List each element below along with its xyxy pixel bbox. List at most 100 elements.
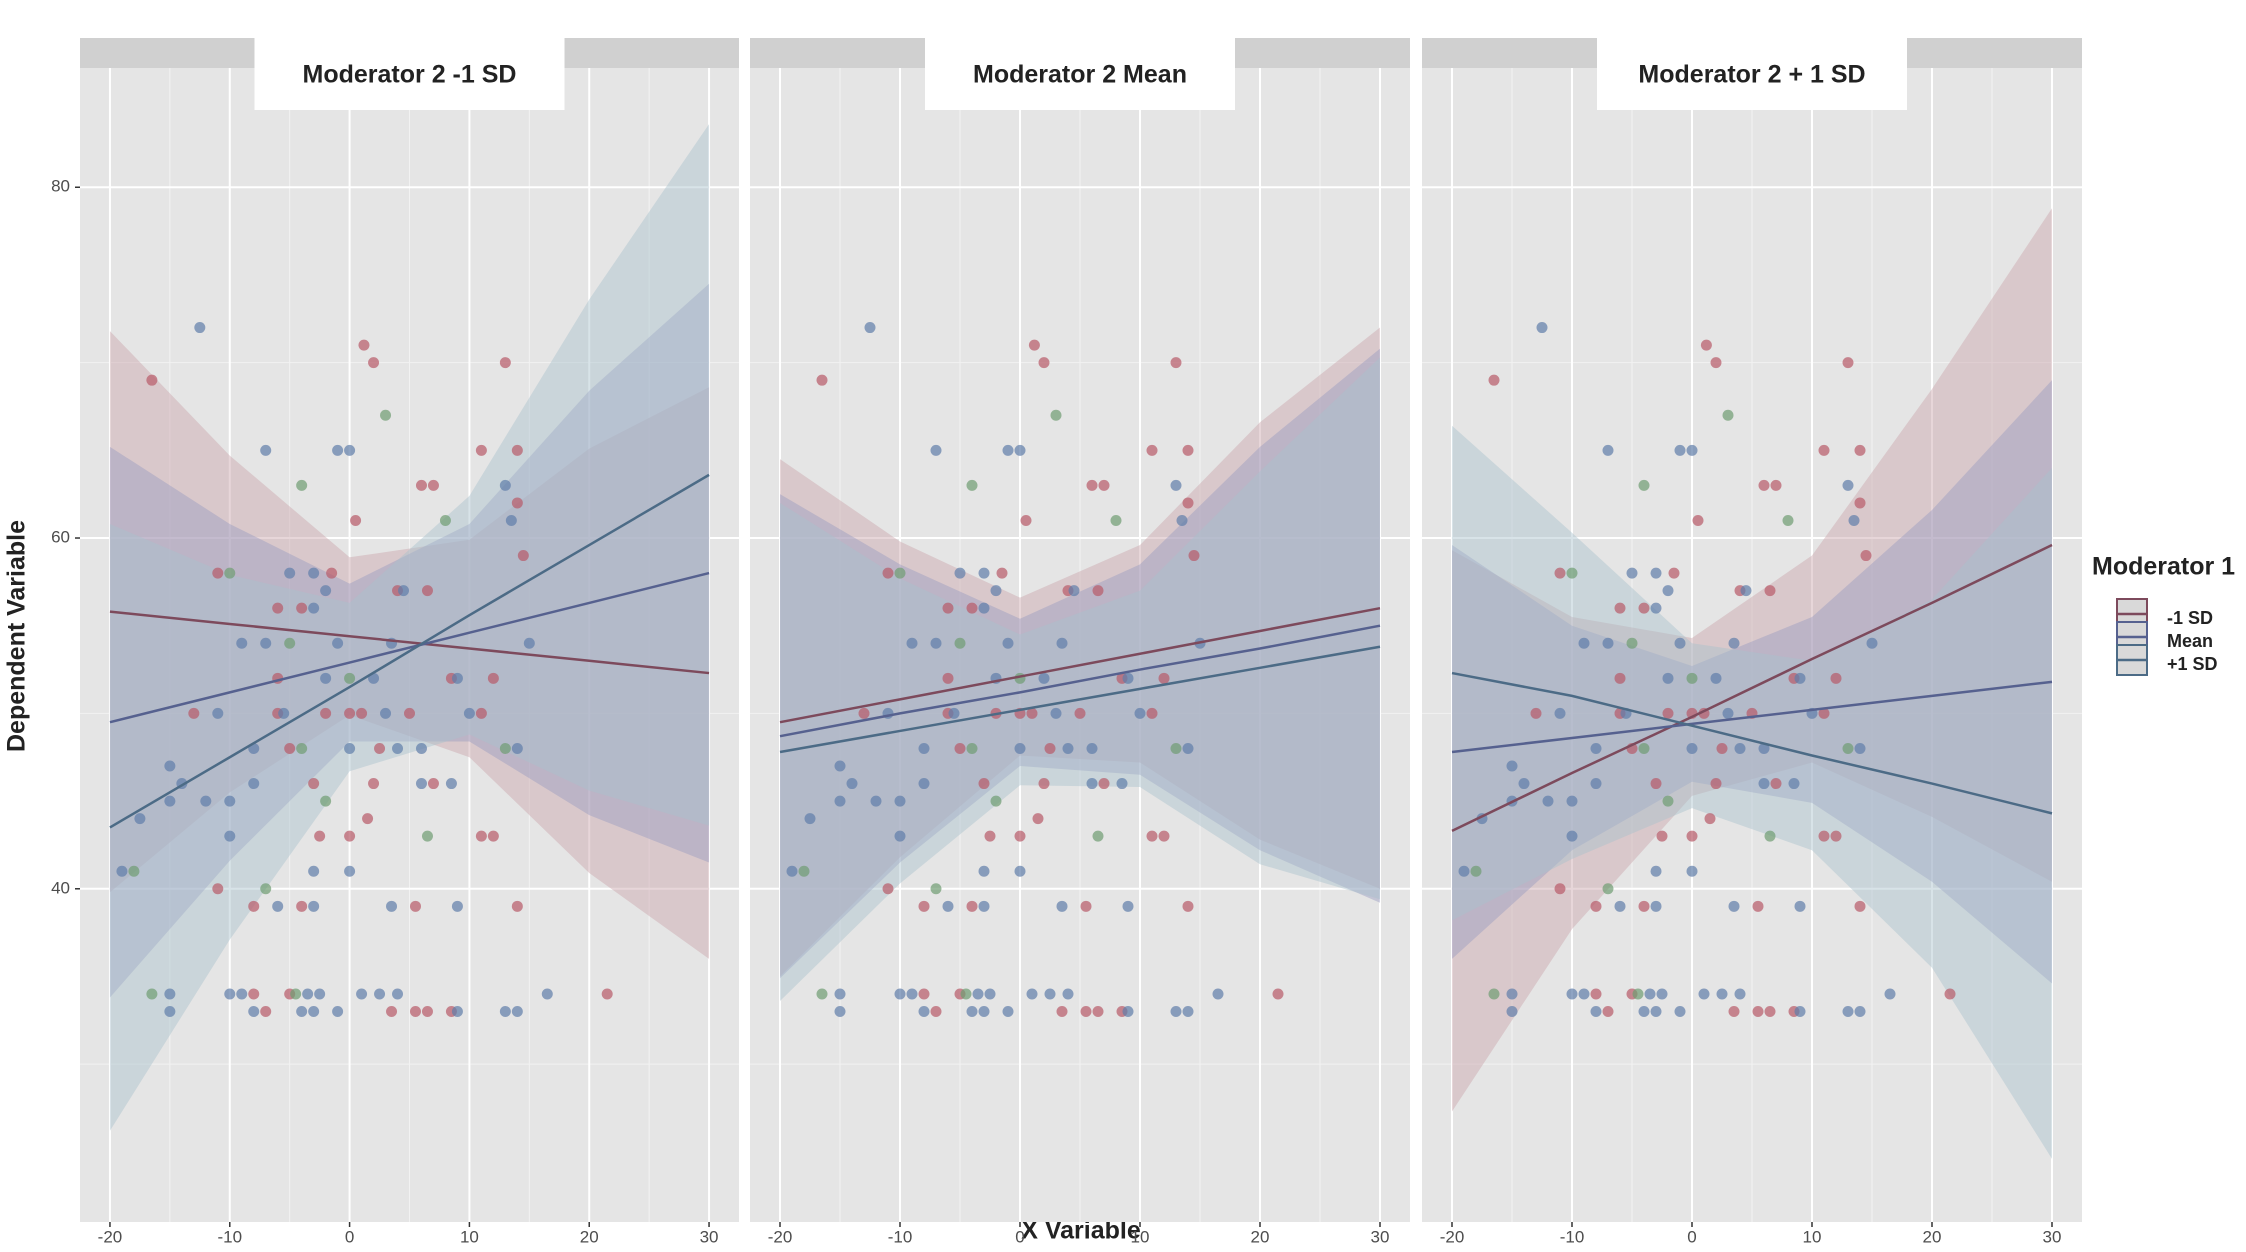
data-point: [248, 900, 260, 912]
x-tick-label: 0: [1015, 1227, 1024, 1246]
data-point: [415, 479, 427, 491]
data-point: [1080, 900, 1092, 912]
data-point: [1182, 497, 1194, 509]
confidence-band: [780, 348, 1380, 979]
regression-line: [109, 473, 710, 829]
data-point: [260, 883, 272, 895]
data-point: [918, 778, 930, 790]
data-point: [368, 778, 380, 790]
data-point: [224, 567, 236, 579]
data-point: [1590, 900, 1602, 912]
data-point: [1764, 585, 1776, 597]
data-point: [1272, 988, 1284, 1000]
data-point: [1602, 444, 1614, 456]
data-point: [978, 1006, 990, 1018]
data-point: [1056, 900, 1068, 912]
data-point: [1470, 865, 1482, 877]
legend-label: -1 SD: [2167, 608, 2213, 628]
data-point: [1758, 479, 1770, 491]
data-point: [1506, 760, 1518, 772]
data-point: [1146, 830, 1158, 842]
data-point: [948, 707, 960, 719]
x-tick-label: -10: [888, 1227, 913, 1246]
data-point: [404, 707, 415, 719]
data-point: [1170, 742, 1182, 754]
data-point: [1686, 830, 1698, 842]
data-point: [846, 778, 858, 790]
data-point: [1884, 988, 1896, 1000]
data-point: [350, 514, 362, 526]
data-point: [421, 1006, 433, 1018]
data-point: [1860, 550, 1872, 562]
legend-title: Moderator 1: [2092, 553, 2235, 581]
data-point: [511, 1006, 523, 1018]
data-point: [930, 1006, 942, 1018]
strip-title-box: [925, 38, 1235, 110]
data-point: [1818, 444, 1830, 456]
data-point: [1518, 778, 1530, 790]
confidence-band: [109, 283, 710, 998]
data-point: [1044, 988, 1056, 1000]
data-point: [1944, 988, 1956, 1000]
data-point: [296, 1006, 308, 1018]
regression-line: [779, 606, 1381, 724]
legend-label: +1 SD: [2167, 654, 2218, 674]
confidence-band: [780, 327, 1380, 977]
data-point: [966, 900, 978, 912]
data-point: [816, 374, 828, 386]
data-point: [1854, 497, 1866, 509]
data-point: [1626, 567, 1638, 579]
data-point: [1554, 567, 1566, 579]
data-point: [421, 585, 433, 597]
data-point: [392, 988, 404, 1000]
data-point: [1716, 742, 1728, 754]
data-point: [1110, 514, 1122, 526]
data-point: [212, 883, 224, 895]
regression-line: [779, 624, 1381, 738]
data-point: [918, 1006, 930, 1018]
data-point: [278, 707, 290, 719]
data-point: [358, 339, 370, 351]
data-point: [1020, 514, 1032, 526]
data-point: [1854, 742, 1866, 754]
data-point: [200, 795, 212, 807]
data-point: [984, 830, 996, 842]
data-point: [1590, 742, 1602, 754]
data-point: [344, 865, 356, 877]
data-point: [1146, 707, 1158, 719]
data-point: [906, 988, 918, 1000]
data-point: [1644, 988, 1656, 1000]
data-point: [409, 900, 421, 912]
data-point: [499, 742, 511, 754]
data-point: [224, 795, 236, 807]
data-point: [1854, 900, 1866, 912]
data-point: [1854, 444, 1866, 456]
data-point: [308, 602, 320, 614]
data-point: [415, 778, 427, 790]
data-point: [164, 988, 176, 1000]
x-tick-label: 30: [1371, 1227, 1390, 1246]
data-point: [1692, 514, 1704, 526]
data-point: [1050, 409, 1062, 421]
data-point: [314, 988, 326, 1000]
data-point: [284, 567, 296, 579]
y-axis-title: Dependent Variable: [3, 520, 31, 752]
data-point: [864, 322, 876, 334]
data-point: [954, 742, 966, 754]
data-point: [511, 444, 523, 456]
data-point: [236, 988, 248, 1000]
data-point: [451, 1006, 463, 1018]
data-point: [332, 1006, 344, 1018]
data-point: [1614, 602, 1626, 614]
data-point: [1794, 900, 1806, 912]
data-point: [1098, 778, 1110, 790]
data-point: [1182, 742, 1194, 754]
data-point: [1098, 479, 1110, 491]
data-point: [1686, 444, 1698, 456]
data-point: [451, 900, 463, 912]
data-point: [798, 865, 810, 877]
data-point: [541, 988, 553, 1000]
data-point: [1734, 742, 1746, 754]
data-point: [882, 883, 894, 895]
data-point: [374, 988, 386, 1000]
